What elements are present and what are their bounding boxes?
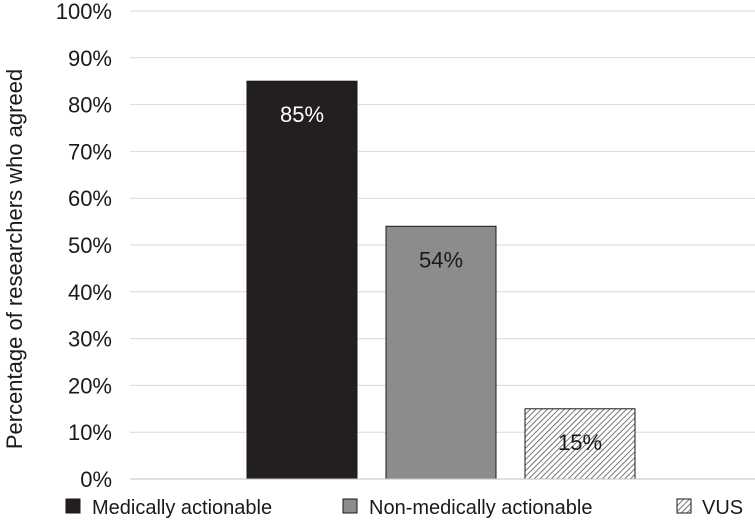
bar-value-label: 15% — [558, 430, 602, 455]
y-tick-label: 0% — [80, 467, 112, 492]
y-tick-label: 20% — [68, 373, 112, 398]
bar-value-label: 85% — [280, 102, 324, 127]
y-tick-label: 90% — [68, 46, 112, 71]
y-tick-label: 70% — [68, 139, 112, 164]
bar-value-label: 54% — [419, 247, 463, 272]
bar-non-medically-actionable — [385, 225, 497, 480]
y-tick-label: 10% — [68, 420, 112, 445]
legend-label: Non-medically actionable — [369, 497, 592, 519]
y-tick-label: 40% — [68, 280, 112, 305]
y-tick-label: 80% — [68, 93, 112, 118]
y-tick-label: 60% — [68, 186, 112, 211]
bar-vus — [524, 408, 636, 480]
y-tick-label: 50% — [68, 233, 112, 258]
legend-label: Medically actionable — [92, 497, 272, 519]
bars: 85% 54% 15% — [246, 80, 636, 480]
legend-label: VUS — [702, 497, 743, 519]
y-axis-ticks: 0% 10% 20% 30% 40% 50% 60% 70% 80% 90% 100% — [56, 0, 112, 492]
y-axis-title: Percentage of researchers who agreed — [2, 69, 27, 449]
legend: Medically actionable Non-medically action… — [65, 497, 743, 519]
y-tick-label: 100% — [56, 0, 112, 24]
legend-swatch — [65, 498, 81, 514]
y-tick-label: 30% — [68, 327, 112, 352]
legend-swatch — [342, 498, 358, 514]
bar-medically-actionable — [246, 80, 358, 480]
legend-swatch — [676, 498, 692, 514]
